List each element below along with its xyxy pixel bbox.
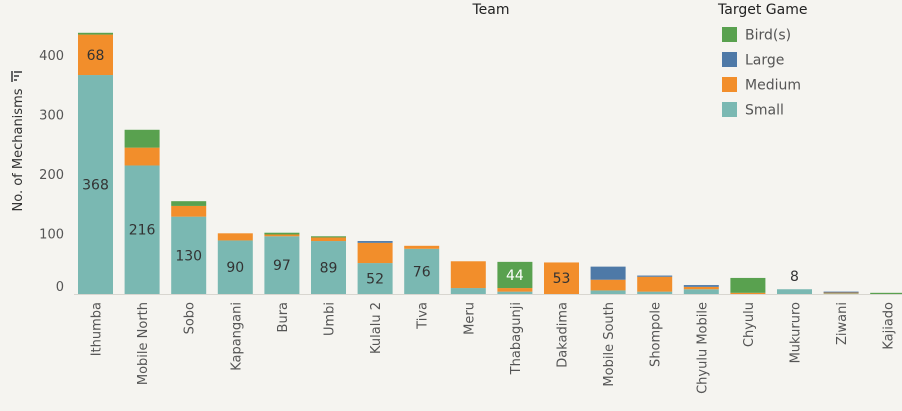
bar-ziwani-small[interactable] bbox=[823, 293, 859, 295]
x-tick-label-sobo: Sobo bbox=[183, 302, 198, 334]
x-tick-label-shompole: Shompole bbox=[649, 302, 664, 367]
bar-mobile-north-small[interactable] bbox=[124, 165, 160, 294]
bar-sobo-bird-s[interactable] bbox=[171, 201, 207, 206]
data-label-kulalu-2-small: 52 bbox=[366, 272, 384, 288]
bar-umbi-bird-s[interactable] bbox=[311, 236, 346, 238]
bar-sobo-medium[interactable] bbox=[171, 205, 207, 217]
legend-label-large[interactable]: Large bbox=[745, 53, 784, 69]
data-label-dakadima-medium: 53 bbox=[553, 271, 571, 287]
x-tick-label-kajiado: Kajiado bbox=[882, 302, 897, 350]
x-tick-label-meru: Meru bbox=[462, 302, 477, 335]
bar-ziwani-medium[interactable] bbox=[823, 292, 859, 294]
x-tick-label-mobile-north: Mobile North bbox=[136, 302, 151, 385]
bar-mukururo-small[interactable] bbox=[777, 289, 812, 294]
bar-meru-small[interactable] bbox=[450, 288, 486, 294]
data-labels-group: 68 368 216 130 90 97 89 52 76 44 53 8 bbox=[82, 48, 799, 288]
data-label-thabagunji-bird-s: 44 bbox=[506, 268, 524, 284]
bar-sobo-small[interactable] bbox=[171, 216, 207, 294]
bar-mobile-south-large[interactable] bbox=[590, 266, 626, 280]
legend-title: Target Game bbox=[717, 2, 807, 18]
y-tick-label: 200 bbox=[39, 168, 64, 183]
bar-mobile-south-small[interactable] bbox=[590, 290, 626, 294]
bar-bura-medium[interactable] bbox=[264, 234, 300, 237]
bar-ithumba-medium[interactable] bbox=[78, 34, 113, 76]
x-tick-label-mukururo: Mukururo bbox=[789, 302, 804, 363]
legend-swatch-large[interactable] bbox=[722, 52, 737, 67]
data-label-mobile-north-small: 216 bbox=[129, 223, 156, 239]
bar-chyulu-mobile-medium[interactable] bbox=[683, 286, 719, 290]
data-label-sobo-small: 130 bbox=[175, 248, 202, 264]
data-label-tiva-small: 76 bbox=[413, 264, 431, 280]
bar-kulalu-2-large[interactable] bbox=[357, 241, 393, 243]
legend-label-small[interactable]: Small bbox=[745, 103, 784, 119]
y-tick-label: 0 bbox=[56, 280, 64, 295]
bar-mobile-south-medium[interactable] bbox=[590, 279, 626, 291]
data-label-ithumba-medium: 68 bbox=[87, 48, 105, 64]
bar-ithumba-bird-s[interactable] bbox=[78, 32, 113, 35]
x-tick-label-ithumba: Ithumba bbox=[90, 302, 105, 356]
legend-swatch-bird-s[interactable] bbox=[722, 27, 737, 42]
legend-swatch-medium[interactable] bbox=[722, 77, 737, 92]
bar-thabagunji-bird-s[interactable] bbox=[497, 261, 533, 289]
bars-group bbox=[78, 32, 902, 295]
bar-mobile-north-medium[interactable] bbox=[124, 147, 160, 166]
y-tick-label: 400 bbox=[39, 49, 64, 64]
data-label-umbi-small: 89 bbox=[320, 261, 338, 277]
bar-ziwani-large[interactable] bbox=[823, 291, 859, 293]
bar-shompole-medium[interactable] bbox=[637, 276, 673, 292]
bar-shompole-large[interactable] bbox=[637, 275, 673, 277]
header-team-label: Team bbox=[471, 2, 509, 18]
x-tick-label-dakadima: Dakadima bbox=[556, 302, 571, 368]
x-tick-label-thabagunji: Thabagunji bbox=[509, 302, 524, 375]
data-label-kapangani-small: 90 bbox=[226, 260, 244, 276]
data-label-mukururo-small: 8 bbox=[790, 269, 799, 285]
bar-bura-small[interactable] bbox=[264, 236, 300, 294]
x-tick-label-mobile-south: Mobile South bbox=[602, 302, 617, 387]
x-tick-label-chyulu-mobile: Chyulu Mobile bbox=[695, 302, 710, 394]
x-tick-label-kulalu-2: Kulalu 2 bbox=[369, 302, 384, 354]
bar-tiva-medium[interactable] bbox=[404, 245, 440, 249]
legend-label-bird-s[interactable]: Bird(s) bbox=[745, 28, 791, 44]
data-label-bura-small: 97 bbox=[273, 258, 291, 274]
x-tick-label-ziwani: Ziwani bbox=[835, 302, 850, 345]
x-tick-label-chyulu: Chyulu bbox=[742, 302, 757, 347]
legend-label-medium[interactable]: Medium bbox=[745, 78, 801, 94]
bar-kajiado-bird-s[interactable] bbox=[870, 292, 902, 294]
y-axis: 0 100 200 300 400 bbox=[39, 49, 64, 295]
legend-swatch-small[interactable] bbox=[722, 102, 737, 117]
y-tick-label: 100 bbox=[39, 228, 64, 243]
bar-chyulu-mobile-large[interactable] bbox=[683, 285, 719, 287]
bar-umbi-small[interactable] bbox=[311, 241, 346, 294]
bar-tiva-small[interactable] bbox=[404, 248, 440, 294]
bar-umbi-medium[interactable] bbox=[311, 237, 346, 242]
bar-kulalu-2-small[interactable] bbox=[357, 263, 393, 294]
bar-chyulu-medium[interactable] bbox=[730, 292, 766, 294]
bar-chyulu-mobile-small[interactable] bbox=[683, 289, 719, 294]
x-tick-label-umbi: Umbi bbox=[323, 302, 338, 336]
bar-chyulu-bird-s[interactable] bbox=[730, 277, 766, 293]
data-label-ithumba-small: 368 bbox=[82, 178, 109, 194]
bar-kapangani-medium[interactable] bbox=[217, 233, 253, 241]
bar-thabagunji-small[interactable] bbox=[497, 291, 533, 294]
x-tick-label-bura: Bura bbox=[276, 302, 291, 332]
legend: Target Game Bird(s) Large Medium Small bbox=[717, 2, 807, 119]
bar-dakadima-medium[interactable] bbox=[544, 262, 579, 294]
bar-mobile-north-bird-s[interactable] bbox=[124, 129, 160, 148]
x-axis: Ithumba Mobile North Sobo Kapangani Bura Umbi… bbox=[74, 294, 902, 394]
bar-thabagunji-medium[interactable] bbox=[497, 288, 533, 292]
bar-kapangani-small[interactable] bbox=[217, 240, 253, 294]
x-tick-label-tiva: Tiva bbox=[416, 302, 431, 330]
sort-icon[interactable] bbox=[11, 71, 22, 82]
bar-meru-medium[interactable] bbox=[450, 261, 486, 289]
bar-bura-bird-s[interactable] bbox=[264, 232, 300, 235]
bar-kulalu-2-medium[interactable] bbox=[357, 242, 393, 264]
bar-shompole-small[interactable] bbox=[637, 291, 673, 294]
x-tick-label-kapangani: Kapangani bbox=[229, 302, 244, 371]
y-axis-title: No. of Mechanisms bbox=[11, 88, 26, 211]
y-tick-label: 300 bbox=[39, 109, 64, 124]
bar-ithumba-small[interactable] bbox=[78, 75, 113, 294]
